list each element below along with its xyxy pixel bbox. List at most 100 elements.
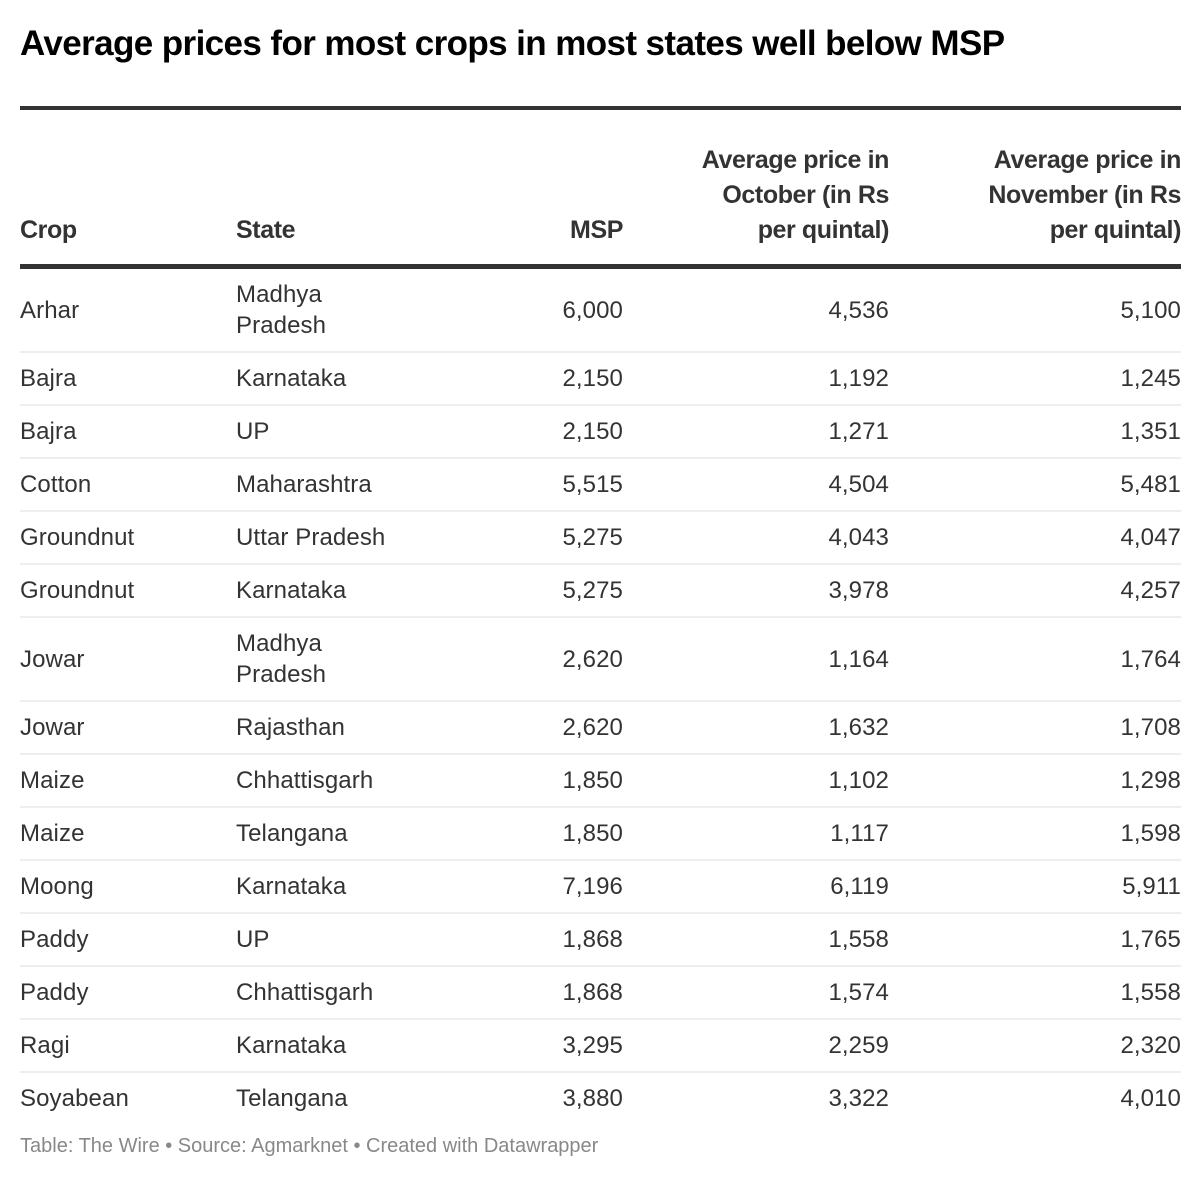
cell-state: Uttar Pradesh [236,511,486,565]
table-row: Bajra UP 2,150 1,271 1,351 [20,405,1181,459]
cell-october-price: 4,536 [623,266,889,353]
cell-crop: Paddy [20,913,236,967]
table-row: Soyabean Telangana 3,880 3,322 4,010 [20,1072,1181,1124]
cell-november-price: 4,010 [1120,1085,1181,1112]
table-row: Maize Telangana 1,850 1,117 1,598 [20,807,1181,861]
cell-state: Telangana [236,807,486,861]
cell-november-price: 1,351 [889,405,1181,459]
table-body: Arhar Madhya Pradesh 6,000 4,536 5,100 Bajra K… [20,266,1181,1125]
cell-crop: Paddy [20,966,236,1020]
cell-msp: 1,850 [486,754,623,808]
cell-october-price: 1,164 [623,617,889,702]
table-header: Crop State MSP Average price in October … [20,110,1181,269]
cell-msp: 2,150 [486,405,623,459]
cell-msp: 3,295 [486,1019,623,1073]
header-october-price[interactable]: Average price in October (in Rs per quin… [623,110,890,269]
cell-msp: 6,000 [486,266,623,353]
cell-state: Karnataka [236,1019,486,1073]
cell-november-price: 1,598 [889,807,1181,861]
table-row: Ragi Karnataka 3,295 2,259 2,320 [20,1019,1181,1073]
cell-october-price: 1,117 [623,807,889,861]
cell-october-price: 1,632 [623,701,889,755]
cell-state: Karnataka [236,564,486,618]
cell-state: Rajasthan [236,701,486,755]
cell-crop: Moong [20,860,236,914]
cell-november-price: 1,298 [889,754,1181,808]
table-row: Groundnut Uttar Pradesh 5,275 4,043 4,047 [20,511,1181,565]
cell-november-price: 5,100 [889,266,1181,353]
table-row: Moong Karnataka 7,196 6,119 5,911 [20,860,1181,914]
cell-msp: 1,868 [486,966,623,1020]
page-title: Average prices for most crops in most st… [20,24,1005,63]
cell-crop: Maize [20,754,236,808]
cell-october-price: 4,504 [623,458,889,512]
cell-october-price: 6,119 [623,860,889,914]
cell-crop: Cotton [20,458,236,512]
header-crop[interactable]: Crop [20,110,236,269]
table-row: Bajra Karnataka 2,150 1,192 1,245 [20,352,1181,406]
table-row: Jowar Madhya Pradesh 2,620 1,164 1,764 [20,617,1181,702]
cell-state: UP [236,405,486,459]
cell-state: Chhattisgarh [236,754,486,808]
cell-crop: Arhar [20,266,236,353]
cell-november-price: 1,245 [889,352,1181,406]
header-october-label: Average price in October (in Rs per quin… [701,146,890,244]
cell-msp: 5,275 [486,511,623,565]
cell-state: Telangana [236,1085,348,1112]
cell-crop: Groundnut [20,511,236,565]
cell-state: UP [236,913,486,967]
cell-msp: 3,880 [562,1085,623,1112]
table-row: Paddy Chhattisgarh 1,868 1,574 1,558 [20,966,1181,1020]
cell-november-price: 4,257 [889,564,1181,618]
cell-msp: 1,850 [486,807,623,861]
cell-crop: Soyabean [20,1085,129,1112]
top-rule [20,106,1181,110]
cell-state: Karnataka [236,352,486,406]
cell-november-price: 1,764 [889,617,1181,702]
cell-october-price: 1,271 [623,405,889,459]
cell-crop: Ragi [20,1019,236,1073]
cell-november-price: 4,047 [889,511,1181,565]
cell-october-price: 3,978 [623,564,889,618]
cell-crop: Bajra [20,352,236,406]
cell-november-price: 1,708 [889,701,1181,755]
cell-state: Madhya Pradesh [236,266,486,353]
table-row: Paddy UP 1,868 1,558 1,765 [20,913,1181,967]
cell-crop: Bajra [20,405,236,459]
header-november-label: Average price in November (in Rs per qui… [988,146,1181,244]
table-row: Arhar Madhya Pradesh 6,000 4,536 5,100 [20,266,1181,353]
header-msp[interactable]: MSP [486,110,623,269]
cell-crop: Jowar [20,617,236,702]
cell-msp: 5,515 [486,458,623,512]
cell-crop: Jowar [20,701,236,755]
cell-october-price: 1,192 [623,352,889,406]
cell-state: Karnataka [236,860,486,914]
table-row: Jowar Rajasthan 2,620 1,632 1,708 [20,701,1181,755]
data-table: Crop State MSP Average price in October … [20,110,1181,1124]
header-november-price[interactable]: Average price in November (in Rs per qui… [889,110,1181,269]
header-state[interactable]: State [236,110,486,269]
cell-november-price: 5,911 [889,860,1181,914]
cell-state: Chhattisgarh [236,966,486,1020]
cell-october-price: 3,322 [828,1085,889,1112]
cell-state: Maharashtra [236,458,486,512]
cell-msp: 1,868 [486,913,623,967]
cell-msp: 2,620 [486,617,623,702]
cell-crop: Groundnut [20,564,236,618]
cell-november-price: 1,765 [889,913,1181,967]
cell-october-price: 1,558 [623,913,889,967]
cell-msp: 2,150 [486,352,623,406]
data-table-wrapper: Crop State MSP Average price in October … [20,106,1181,1124]
table-row: Cotton Maharashtra 5,515 4,504 5,481 [20,458,1181,512]
footer-notes: Table: The Wire • Source: Agmarknet • Cr… [20,1135,599,1157]
cell-october-price: 1,102 [623,754,889,808]
cell-november-price: 2,320 [889,1019,1181,1073]
cell-november-price: 5,481 [889,458,1181,512]
cell-msp: 7,196 [486,860,623,914]
cell-msp: 2,620 [486,701,623,755]
cell-october-price: 4,043 [623,511,889,565]
cell-november-price: 1,558 [889,966,1181,1020]
table-row: Maize Chhattisgarh 1,850 1,102 1,298 [20,754,1181,808]
cell-state: Madhya Pradesh [236,617,486,702]
cell-crop: Maize [20,807,236,861]
